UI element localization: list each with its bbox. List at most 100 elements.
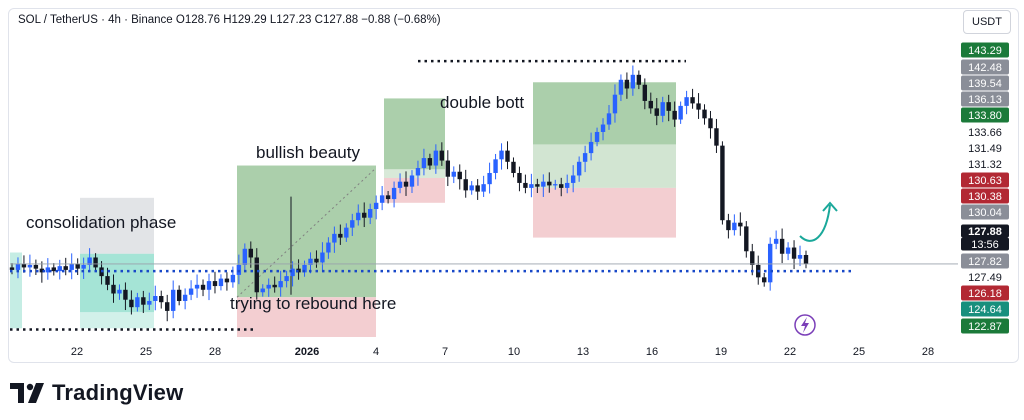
candle-body [188, 288, 194, 295]
candle-body [499, 150, 504, 160]
candle [147, 292, 152, 311]
candle [391, 181, 397, 208]
candle-body [39, 268, 45, 273]
candle [576, 156, 582, 182]
candle [117, 284, 122, 300]
price-scale: 143.29 142.48 139.54 136.13 133.80 133.66 131.… [961, 42, 1009, 334]
time-tick: 10 [508, 346, 520, 358]
price-label: 139.54 [961, 75, 1009, 91]
candle [439, 142, 445, 166]
candle-body [773, 238, 779, 244]
zone-top-stop [533, 187, 676, 238]
price-label-bg [961, 301, 1009, 317]
candle-body [427, 158, 433, 166]
candle [469, 181, 474, 195]
time-tick: 19 [715, 346, 727, 358]
candle-body [194, 284, 200, 289]
candle-body [314, 258, 319, 263]
candle [87, 248, 92, 273]
candle-body [367, 209, 373, 218]
candle-body [51, 267, 56, 272]
candle [367, 203, 373, 225]
annotation-consolidation: consolidation phase [26, 213, 176, 232]
candle-body [254, 257, 259, 293]
candle-body [421, 158, 427, 169]
zone-consolidation-top [80, 197, 154, 254]
candle-body [630, 74, 636, 89]
candle [230, 266, 236, 288]
candle [612, 84, 618, 123]
candles-layer [9, 65, 809, 322]
candle [170, 280, 176, 319]
candle [338, 224, 343, 245]
currency-button[interactable]: USDT [963, 10, 1011, 34]
arrow-icon [799, 201, 838, 242]
candle [779, 228, 785, 264]
candle [39, 261, 45, 283]
candle [511, 157, 516, 178]
price-label: 130.63 [961, 172, 1009, 188]
candle [278, 270, 283, 297]
annotation-rebound: trying to rebound here [230, 294, 396, 313]
candle-body [87, 257, 92, 265]
price-label-text: 136.13 [968, 94, 1002, 106]
candle [618, 74, 624, 102]
price-label: 122.87 [961, 318, 1009, 334]
candle-body [200, 284, 206, 290]
price-label-bg [961, 224, 1009, 238]
time-tick: 25 [853, 346, 865, 358]
candle-body [779, 238, 785, 254]
candle [624, 72, 630, 99]
price-label-text: 133.66 [968, 127, 1002, 139]
price-label-text: 13:56 [971, 239, 999, 251]
candle [672, 101, 677, 127]
price-label-bg [961, 285, 1009, 301]
price-label-text: 143.29 [968, 45, 1002, 57]
candle [248, 241, 253, 268]
annotation-layer: consolidation phase bullish beauty doubl… [26, 93, 524, 313]
candle [260, 284, 265, 297]
candle-body [182, 294, 188, 301]
candle-body [720, 145, 725, 221]
candle-body [624, 79, 630, 89]
candle [397, 173, 403, 194]
price-label-bg [961, 188, 1009, 204]
lightning-icon[interactable] [794, 314, 816, 336]
candle-body [397, 181, 403, 188]
time-tick: 25 [140, 346, 152, 358]
price-label-text: 127.82 [968, 256, 1002, 268]
candle-body [588, 141, 594, 154]
price-label: 130.04 [961, 204, 1009, 220]
candle-body [9, 267, 15, 270]
candle [242, 243, 248, 272]
price-label-text: 142.48 [968, 62, 1002, 74]
candle-body [218, 278, 224, 287]
candle [182, 288, 188, 310]
time-tick: 4 [373, 346, 379, 358]
candle [678, 101, 683, 124]
time-tick: 28 [922, 346, 934, 358]
candle-body [726, 220, 731, 231]
time-tick: 28 [209, 346, 221, 358]
candle-body [433, 150, 439, 166]
tradingview-logo[interactable]: TradingView [10, 380, 183, 406]
candle-body [33, 264, 39, 269]
candle-body [105, 276, 110, 285]
candle-body [63, 266, 68, 270]
candle [135, 292, 140, 312]
candle [582, 145, 588, 173]
candle-body [570, 175, 576, 183]
price-label-bg [961, 42, 1009, 58]
candle [565, 174, 570, 194]
price-label: 133.66 [961, 124, 1009, 140]
price-label-text: 131.49 [968, 143, 1002, 155]
candle-body [284, 276, 289, 282]
zone-top-mid [533, 144, 676, 188]
price-label: 142.48 [961, 59, 1009, 75]
candle [791, 240, 797, 270]
candle-body [672, 110, 677, 120]
candle-body [803, 254, 809, 264]
candle-body [278, 281, 283, 288]
candle-body [439, 150, 445, 161]
